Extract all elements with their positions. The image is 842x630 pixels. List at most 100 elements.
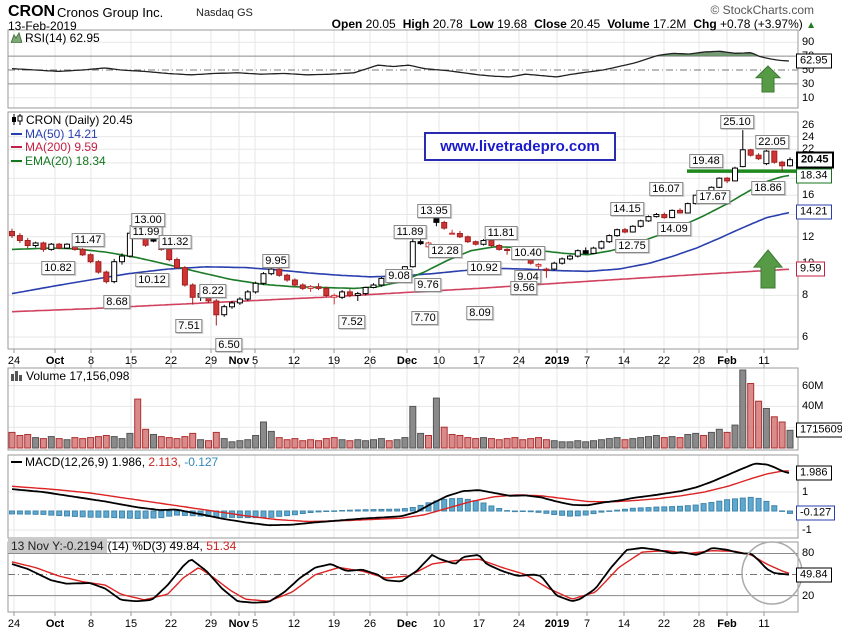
volume-bar bbox=[542, 439, 550, 449]
candle-body bbox=[417, 241, 424, 245]
date-label: 28 bbox=[692, 618, 706, 630]
macd-histogram-bar bbox=[276, 510, 283, 517]
axis-badge-9.59: 9.59 bbox=[796, 261, 826, 277]
macd-histogram-bar bbox=[629, 507, 636, 512]
volume-bar bbox=[778, 421, 786, 449]
crosshair-tooltip: 13 Nov Y:-0.2194 bbox=[8, 539, 107, 553]
chart-date: 13-Feb-2019 bbox=[8, 19, 77, 33]
volume-bar bbox=[535, 437, 542, 449]
macd-histogram-bar bbox=[669, 506, 676, 512]
volume-bar bbox=[55, 438, 63, 449]
candle-body bbox=[95, 261, 102, 273]
date-label: 17 bbox=[472, 618, 486, 630]
macd-histogram-bar bbox=[244, 510, 251, 519]
volume-bar bbox=[110, 436, 118, 449]
candle-body bbox=[637, 220, 644, 227]
volume-bar bbox=[354, 439, 362, 449]
candle-body bbox=[181, 267, 188, 286]
dash-icon bbox=[11, 159, 22, 162]
date-label: 8 bbox=[87, 355, 95, 367]
date-label: 29 bbox=[204, 355, 218, 367]
series-line bbox=[11, 546, 790, 604]
volume-bar bbox=[582, 441, 590, 449]
candle-body bbox=[551, 262, 558, 270]
axis-badge-14.21: 14.21 bbox=[796, 204, 832, 220]
macd-histogram-bar bbox=[142, 510, 149, 519]
date-label: 12 bbox=[287, 355, 301, 367]
panel-border bbox=[7, 454, 799, 539]
volume-bar bbox=[417, 432, 425, 449]
volume-bar bbox=[205, 440, 212, 449]
candle-body bbox=[354, 293, 361, 296]
candle-body bbox=[496, 245, 503, 250]
volume-bar bbox=[676, 437, 684, 449]
watermark-link[interactable]: www.livetradepro.com bbox=[424, 132, 616, 161]
macd-legend-part: 2.113, bbox=[145, 455, 181, 469]
panel-border bbox=[7, 367, 799, 451]
macd-histogram-bar bbox=[16, 510, 23, 515]
volume-bar bbox=[362, 440, 370, 449]
candle-body bbox=[763, 150, 770, 165]
volume-bar bbox=[244, 439, 252, 449]
candle-body bbox=[119, 255, 125, 263]
price-annotation: 10.12 bbox=[135, 273, 169, 287]
volume-bar bbox=[8, 431, 16, 449]
date-label: 17 bbox=[472, 355, 486, 367]
macd-histogram-bar bbox=[299, 510, 306, 514]
quote-value: 20.78 bbox=[432, 17, 463, 31]
candle-body bbox=[771, 150, 778, 163]
volume-bar bbox=[464, 437, 472, 449]
macd-histogram-bar bbox=[677, 505, 683, 512]
macd-histogram-bar bbox=[48, 510, 55, 516]
y-axis-label: 80 bbox=[802, 547, 815, 560]
volume-bar bbox=[495, 439, 503, 449]
candle-body bbox=[268, 268, 275, 275]
volume-bar bbox=[684, 434, 692, 449]
price-annotation: 7.52 bbox=[338, 315, 366, 329]
macd-histogram-bar bbox=[504, 510, 511, 512]
date-label: 2019 bbox=[544, 618, 570, 630]
y-axis-label: 10 bbox=[802, 91, 815, 104]
volume-bar bbox=[63, 439, 71, 449]
volume-bar bbox=[527, 438, 535, 449]
volume-bar bbox=[260, 421, 267, 449]
price-annotation: 22.05 bbox=[755, 135, 789, 149]
volume-bar bbox=[346, 440, 354, 449]
series-line bbox=[11, 268, 790, 313]
volume-bar bbox=[322, 438, 330, 449]
volume-bar bbox=[762, 408, 770, 449]
volume-bar bbox=[668, 436, 676, 449]
macd-histogram-bar bbox=[119, 510, 125, 519]
axis-badge-49.84: 49.84 bbox=[796, 567, 832, 583]
volume-bar bbox=[629, 438, 637, 449]
volume-bar bbox=[220, 438, 228, 449]
quote-label: Chg bbox=[693, 17, 717, 31]
macd-histogram-bar bbox=[567, 510, 573, 517]
candle-body bbox=[716, 177, 723, 188]
candle-body bbox=[111, 261, 118, 283]
date-label: 11 bbox=[758, 618, 770, 630]
price-annotation: 10.92 bbox=[467, 261, 501, 275]
macd-histogram-bar bbox=[307, 510, 314, 513]
candle-body bbox=[779, 161, 786, 167]
y-axis-label: 26 bbox=[802, 119, 815, 131]
y-axis-label: 40M bbox=[802, 400, 824, 413]
macd-histogram-bar bbox=[684, 505, 691, 512]
date-label: 22 bbox=[657, 618, 671, 630]
date-label: 10 bbox=[432, 618, 446, 630]
volume-bar bbox=[511, 437, 519, 449]
candle-body bbox=[441, 222, 448, 229]
candle-body bbox=[260, 273, 267, 284]
quote-label: Low bbox=[469, 17, 494, 31]
macd-histogram-bar bbox=[755, 497, 762, 512]
macd-histogram-bar bbox=[449, 498, 456, 512]
green-up-arrow-icon bbox=[754, 65, 782, 93]
candle-body bbox=[166, 248, 173, 261]
quote-strip: Open 20.05 High 20.78 Low 19.68 Close 20.45… bbox=[325, 17, 816, 31]
macd-histogram-bar bbox=[339, 510, 346, 512]
volume-bar bbox=[432, 397, 440, 449]
volume-bar bbox=[692, 432, 700, 449]
price-annotation: 6.50 bbox=[215, 338, 243, 352]
volume-bar bbox=[283, 439, 291, 449]
macd-histogram-bar bbox=[9, 510, 15, 515]
